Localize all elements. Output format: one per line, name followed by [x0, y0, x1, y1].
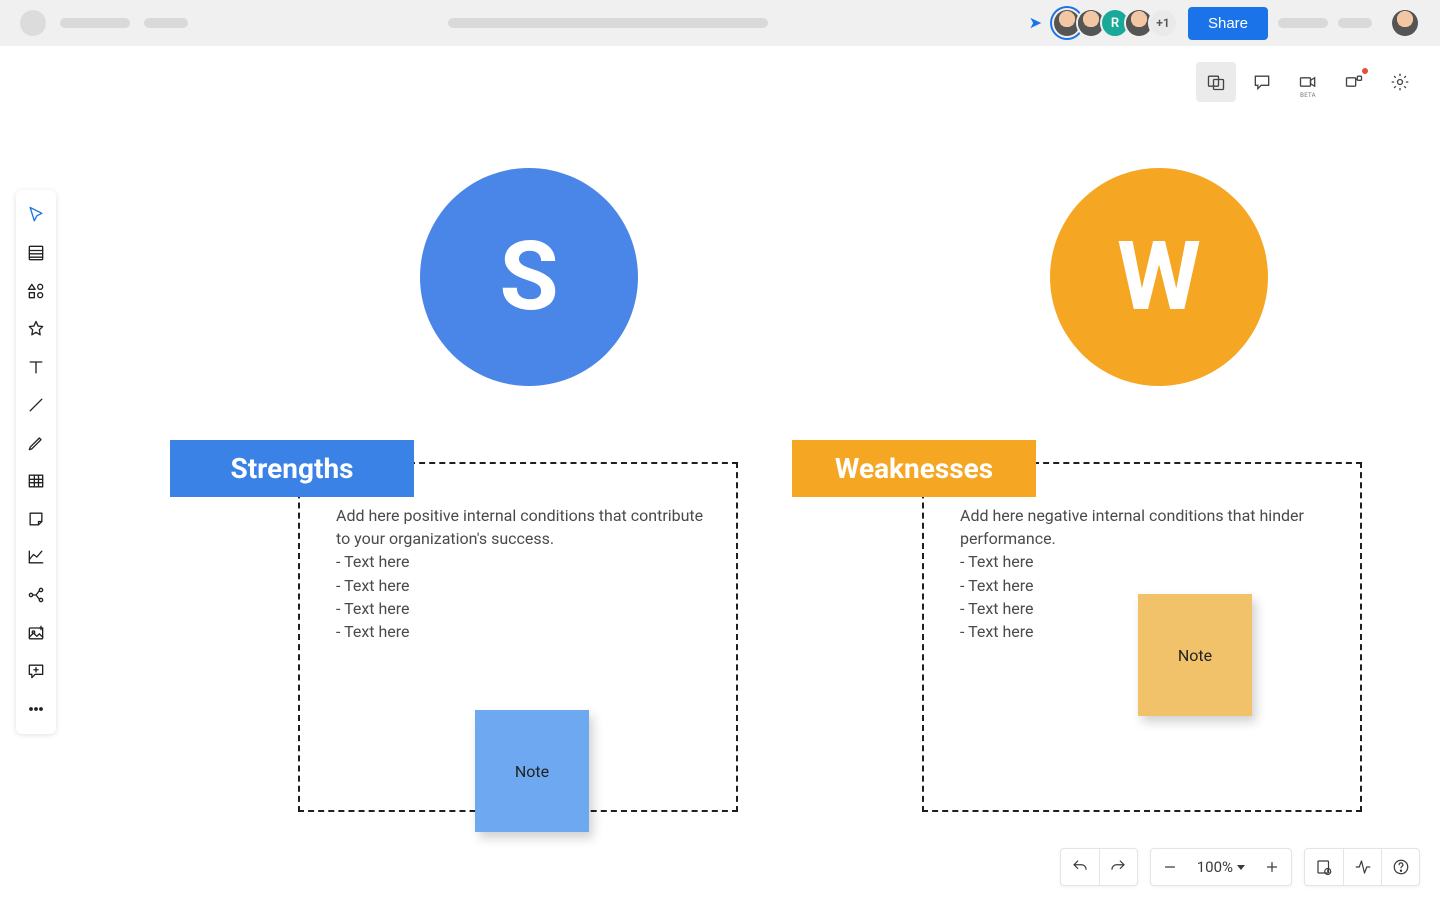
zoom-out-button[interactable] — [1151, 849, 1189, 885]
strengths-sticky-note[interactable]: Note — [475, 710, 589, 832]
cursor-presence-icon: ➤ — [1029, 13, 1042, 32]
undo-redo-group — [1060, 848, 1138, 886]
redo-button[interactable] — [1099, 849, 1137, 885]
weaknesses-label[interactable]: Weaknesses — [792, 440, 1036, 497]
share-button[interactable]: Share — [1188, 7, 1268, 40]
help-icon[interactable] — [1381, 849, 1419, 885]
strengths-circle[interactable]: S — [420, 168, 638, 386]
canvas[interactable]: S Strengths Add here positive internal c… — [0, 46, 1440, 900]
brand-placeholder — [60, 18, 130, 28]
status-group — [1304, 848, 1420, 886]
strengths-label[interactable]: Strengths — [170, 440, 414, 497]
header-center — [202, 18, 1015, 28]
chevron-down-icon — [1237, 865, 1245, 870]
avatar-me[interactable] — [1390, 8, 1420, 38]
header-tool-a-placeholder[interactable] — [1278, 18, 1328, 28]
strengths-text[interactable]: Add here positive internal conditions th… — [336, 504, 716, 643]
top-header: ➤ R +1 Share — [0, 0, 1440, 46]
bottom-status-bar: 100% — [1060, 848, 1420, 886]
avatar-overflow-count[interactable]: +1 — [1148, 8, 1178, 38]
doc-title-placeholder[interactable] — [144, 18, 188, 28]
app-logo-placeholder[interactable] — [20, 10, 46, 36]
header-right: ➤ R +1 Share — [1029, 7, 1420, 40]
header-tool-b-placeholder[interactable] — [1338, 18, 1372, 28]
center-placeholder — [448, 18, 768, 28]
undo-button[interactable] — [1061, 849, 1099, 885]
zoom-level[interactable]: 100% — [1189, 849, 1253, 885]
activity-icon[interactable] — [1343, 849, 1381, 885]
zoom-group: 100% — [1150, 848, 1292, 886]
zoom-in-button[interactable] — [1253, 849, 1291, 885]
history-icon[interactable] — [1305, 849, 1343, 885]
weaknesses-circle[interactable]: W — [1050, 168, 1268, 386]
weaknesses-sticky-note[interactable]: Note — [1138, 594, 1252, 716]
zoom-level-value: 100% — [1197, 858, 1233, 876]
collaborator-avatars: R +1 — [1052, 8, 1178, 38]
